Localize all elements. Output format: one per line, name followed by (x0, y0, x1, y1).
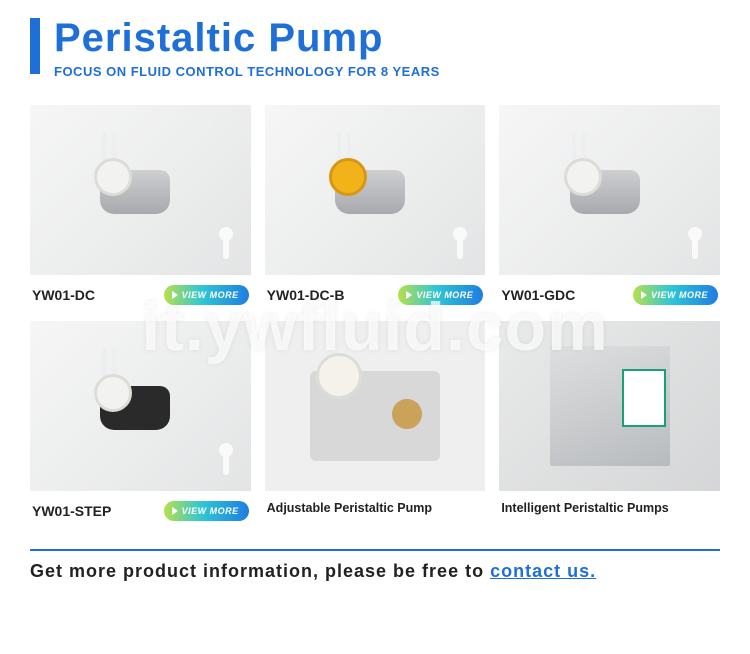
card-footer: YW01-GDC VIEW MORE (499, 275, 720, 305)
product-label: Adjustable Peristaltic Pump (267, 501, 432, 515)
view-more-label: VIEW MORE (416, 290, 473, 300)
view-more-label: VIEW MORE (651, 290, 708, 300)
product-image (265, 105, 486, 275)
accent-bar (30, 18, 40, 74)
view-more-label: VIEW MORE (182, 506, 239, 516)
product-card[interactable]: YW01-DC-B VIEW MORE (265, 105, 486, 305)
card-footer: Intelligent Peristaltic Pumps (499, 491, 720, 515)
product-image (499, 105, 720, 275)
card-footer: YW01-DC VIEW MORE (30, 275, 251, 305)
card-footer: YW01-STEP VIEW MORE (30, 491, 251, 521)
product-label: YW01-DC-B (267, 287, 345, 303)
product-card[interactable]: YW01-DC VIEW MORE (30, 105, 251, 305)
product-grid: YW01-DCVIEW MOREYW01-DC-BVIEW MOREYW01-G… (0, 93, 750, 521)
product-label: Intelligent Peristaltic Pumps (501, 501, 668, 515)
footer-divider: Get more product information, please be … (30, 549, 720, 582)
product-image (265, 321, 486, 491)
page-subtitle: FOCUS ON FLUID CONTROL TECHNOLOGY FOR 8 … (54, 64, 440, 79)
page-header: Peristaltic Pump FOCUS ON FLUID CONTROL … (0, 0, 750, 93)
product-label: YW01-DC (32, 287, 95, 303)
card-footer: Adjustable Peristaltic Pump (265, 491, 486, 515)
view-more-button[interactable]: VIEW MORE (164, 501, 249, 521)
view-more-label: VIEW MORE (182, 290, 239, 300)
product-image (30, 105, 251, 275)
product-card[interactable]: Adjustable Peristaltic Pump (265, 321, 486, 521)
product-card[interactable]: Intelligent Peristaltic Pumps (499, 321, 720, 521)
product-image (499, 321, 720, 491)
contact-link[interactable]: contact us. (490, 561, 596, 581)
header-text-block: Peristaltic Pump FOCUS ON FLUID CONTROL … (54, 18, 440, 79)
card-footer: YW01-DC-B VIEW MORE (265, 275, 486, 305)
product-image (30, 321, 251, 491)
play-icon (641, 291, 647, 299)
product-label: YW01-GDC (501, 287, 575, 303)
play-icon (406, 291, 412, 299)
view-more-button[interactable]: VIEW MORE (633, 285, 718, 305)
play-icon (172, 291, 178, 299)
product-label: YW01-STEP (32, 503, 111, 519)
product-card[interactable]: YW01-GDC VIEW MORE (499, 105, 720, 305)
product-card[interactable]: YW01-STEP VIEW MORE (30, 321, 251, 521)
view-more-button[interactable]: VIEW MORE (398, 285, 483, 305)
play-icon (172, 507, 178, 515)
view-more-button[interactable]: VIEW MORE (164, 285, 249, 305)
cta-prefix: Get more product information, please be … (30, 561, 490, 581)
cta-text: Get more product information, please be … (30, 561, 720, 582)
page-title: Peristaltic Pump (54, 18, 440, 58)
